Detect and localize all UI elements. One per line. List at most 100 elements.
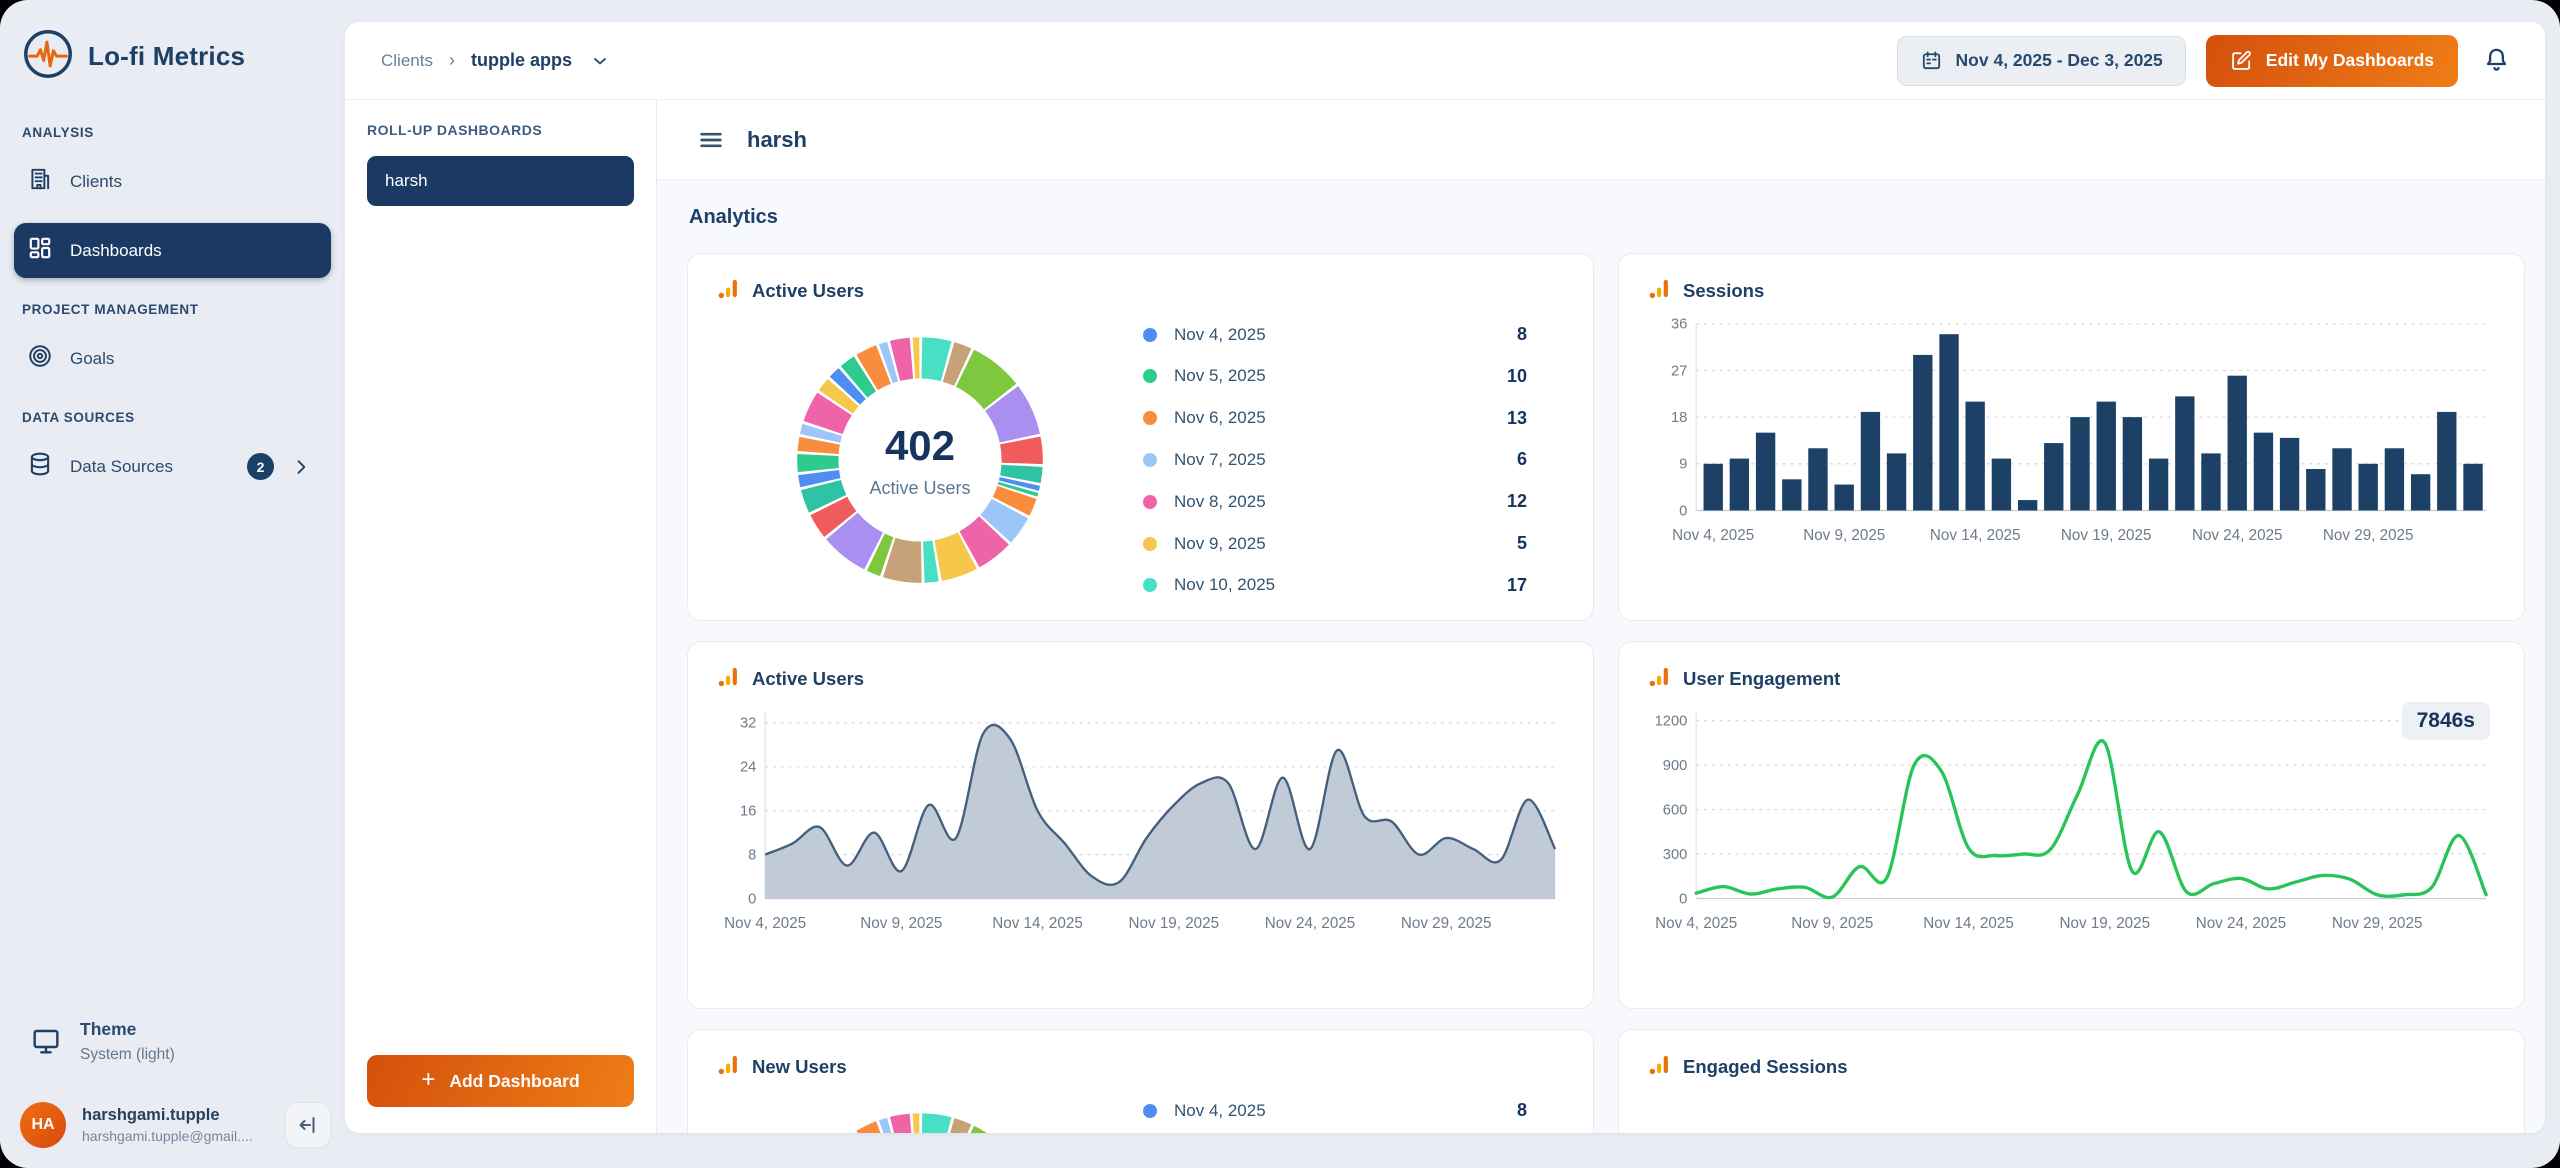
x-tick-label: Nov 19, 2025: [2061, 527, 2152, 544]
sidebar-item-goals[interactable]: Goals: [14, 331, 331, 386]
legend-color-dot: [1143, 495, 1157, 509]
bar: [2437, 412, 2456, 511]
y-tick-label: 18: [1671, 410, 1687, 426]
legend-value: 8: [1517, 1100, 1527, 1121]
donut-segment: [913, 1113, 920, 1133]
bar: [1808, 448, 1827, 510]
y-tick-label: 32: [740, 716, 756, 732]
add-dashboard-label: Add Dashboard: [449, 1071, 579, 1092]
bar: [2385, 448, 2404, 510]
breadcrumb: Clients › tupple apps: [381, 50, 610, 71]
app-window: Lo-fi Metrics ANALYSIS Clients: [0, 0, 2560, 1168]
legend-color-dot: [1143, 578, 1157, 592]
y-tick-label: 0: [1679, 503, 1687, 519]
x-tick-label: Nov 14, 2025: [1923, 915, 2014, 932]
sidebar-item-data-sources[interactable]: Data Sources 2: [14, 439, 331, 494]
client-dropdown-chevron-icon[interactable]: [590, 51, 610, 71]
user-email: harshgami.tupple@gmail....: [82, 1128, 257, 1144]
bar: [1992, 459, 2011, 511]
sidebar-item-label: Data Sources: [70, 457, 228, 477]
y-tick-label: 1200: [1655, 714, 1688, 730]
dashboard-item-harsh[interactable]: harsh: [367, 156, 634, 206]
sidebar-item-clients[interactable]: Clients: [14, 154, 331, 209]
legend-value: 17: [1507, 575, 1527, 596]
theme-value: System (light): [80, 1046, 175, 1064]
legend-date: Nov 4, 2025: [1174, 325, 1517, 345]
legend-row: Nov 4, 20258: [1143, 324, 1527, 345]
breadcrumb-clients-link[interactable]: Clients: [381, 51, 433, 71]
card-title: Engaged Sessions: [1683, 1056, 1848, 1078]
x-tick-label: Nov 4, 2025: [724, 915, 806, 932]
y-tick-label: 27: [1671, 363, 1687, 379]
legend-date: Nov 10, 2025: [1174, 575, 1507, 595]
bar: [1756, 433, 1775, 511]
chevron-right-icon[interactable]: [291, 457, 321, 477]
analytics-bars-icon: [1649, 666, 1670, 692]
card-title: Sessions: [1683, 280, 1764, 302]
legend-row: Nov 8, 202512: [1143, 491, 1527, 512]
legend-color-dot: [1143, 1104, 1157, 1118]
x-tick-label: Nov 19, 2025: [1129, 915, 1220, 932]
bar: [2254, 433, 2273, 511]
legend-row: Nov 5, 202510: [1143, 366, 1527, 387]
card-title: User Engagement: [1683, 668, 1840, 690]
bar: [1887, 453, 1906, 510]
analytics-bars-icon: [1649, 1054, 1670, 1080]
main-panel: Clients › tupple apps Nov 4, 20: [345, 22, 2545, 1133]
sessions-bar-chart[interactable]: 09182736Nov 4, 2025Nov 9, 2025Nov 14, 20…: [1649, 312, 2494, 569]
y-tick-label: 36: [1671, 317, 1687, 333]
legend-date: Nov 9, 2025: [1174, 534, 1517, 554]
edit-my-dashboards-label: Edit My Dashboards: [2266, 50, 2434, 71]
legend-date: Nov 4, 2025: [1174, 1101, 1517, 1121]
card-title: Active Users: [752, 280, 864, 302]
collapse-sidebar-button[interactable]: [285, 1102, 331, 1148]
bar: [2044, 443, 2063, 510]
date-range-button[interactable]: Nov 4, 2025 - Dec 3, 2025: [1897, 36, 2186, 86]
card-new-users: New Users Nov 4, 20258: [687, 1029, 1594, 1133]
plus-icon: +: [421, 1068, 435, 1092]
y-tick-label: 900: [1663, 758, 1688, 774]
y-tick-label: 600: [1663, 802, 1688, 818]
edit-pencil-icon: [2230, 49, 2253, 72]
y-tick-label: 300: [1663, 847, 1688, 863]
bar: [2280, 438, 2299, 511]
database-icon: [27, 451, 53, 482]
goals-target-icon: [27, 343, 53, 374]
user-name: harshgami.tupple: [82, 1106, 269, 1125]
notifications-bell-icon[interactable]: [2478, 46, 2515, 75]
x-tick-label: Nov 14, 2025: [1930, 527, 2021, 544]
dashboards-grid-icon: [27, 235, 53, 266]
x-tick-label: Nov 29, 2025: [2332, 915, 2423, 932]
legend-value: 12: [1507, 491, 1527, 512]
bar: [2070, 417, 2089, 510]
user-engagement-line-chart[interactable]: 03006009001200Nov 4, 2025Nov 9, 2025Nov …: [1649, 700, 2494, 957]
legend-row: Nov 6, 202513: [1143, 408, 1527, 429]
user-profile[interactable]: HA harshgami.tupple harshgami.tupple@gma…: [0, 1102, 345, 1148]
legend-row: Nov 4, 20258: [1143, 1100, 1527, 1121]
active-users-area-chart[interactable]: 08162432Nov 4, 2025Nov 9, 2025Nov 14, 20…: [718, 700, 1563, 957]
card-active-users-area: Active Users 08162432Nov 4, 2025Nov 9, 2…: [687, 641, 1594, 1009]
data-sources-count-badge: 2: [247, 453, 274, 480]
new-users-donut-chart[interactable]: [770, 1086, 1070, 1133]
x-tick-label: Nov 4, 2025: [1672, 527, 1754, 544]
y-tick-label: 24: [740, 760, 756, 776]
donut-segment: [797, 454, 839, 472]
card-title: New Users: [752, 1056, 847, 1078]
breadcrumb-current-client[interactable]: tupple apps: [471, 50, 572, 71]
engagement-total-badge: 7846s: [2402, 702, 2490, 740]
bar: [1704, 464, 1723, 511]
menu-hamburger-icon[interactable]: [697, 126, 725, 154]
sidebar-item-dashboards[interactable]: Dashboards: [14, 223, 331, 278]
active-users-donut-chart[interactable]: [770, 310, 1070, 610]
add-dashboard-button[interactable]: + Add Dashboard: [367, 1055, 634, 1107]
topbar: Clients › tupple apps Nov 4, 20: [345, 22, 2545, 100]
theme-selector[interactable]: Theme System (light): [0, 1019, 345, 1064]
collapse-left-icon: [296, 1113, 320, 1137]
y-tick-label: 16: [740, 804, 756, 820]
card-title: Active Users: [752, 668, 864, 690]
edit-my-dashboards-button[interactable]: Edit My Dashboards: [2206, 35, 2458, 87]
clients-building-icon: [27, 166, 53, 197]
analytics-bars-icon: [1649, 278, 1670, 304]
bar: [2175, 396, 2194, 510]
legend-row: Nov 10, 202517: [1143, 575, 1527, 596]
